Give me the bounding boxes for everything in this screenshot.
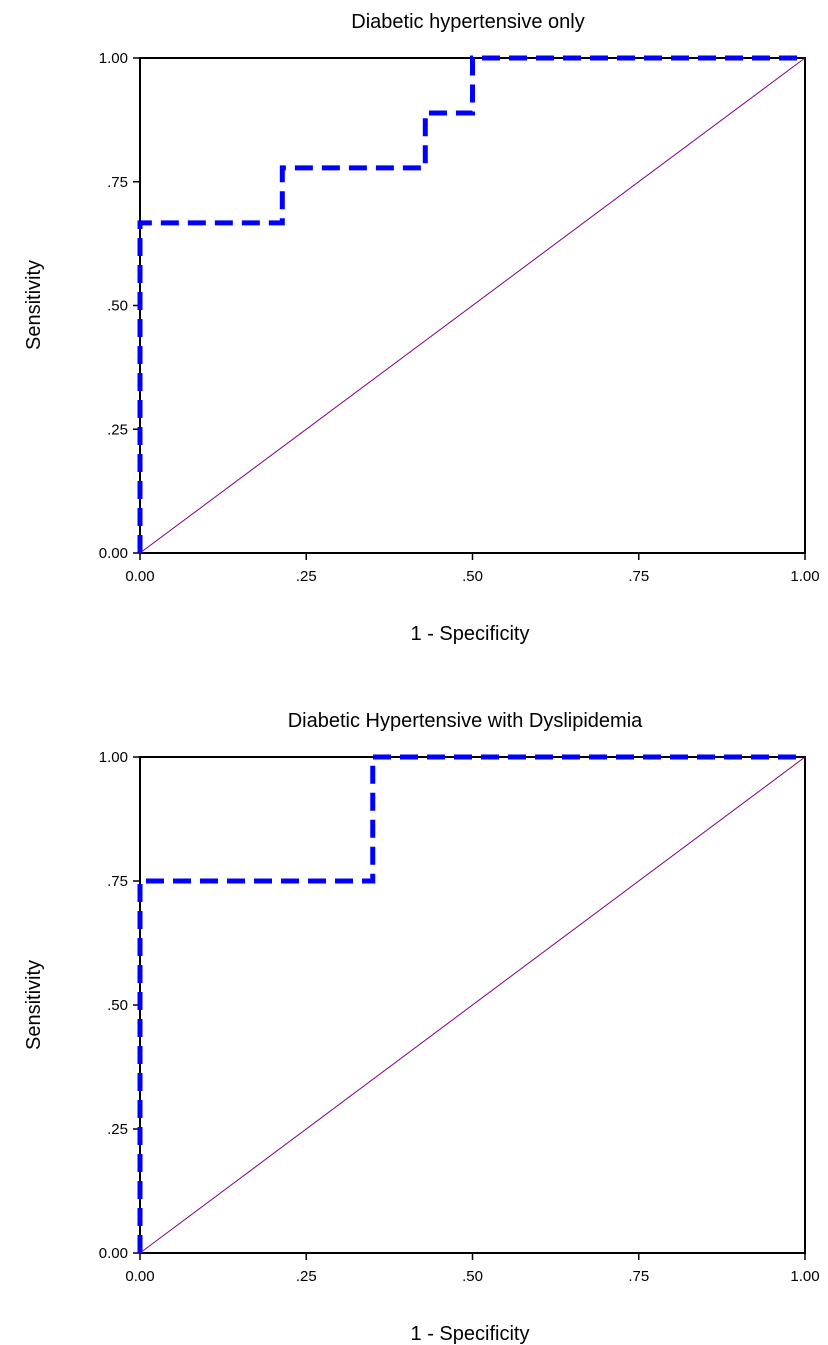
chart-2-roc-curve xyxy=(137,754,805,1253)
chart-1-x-tick-label: .50 xyxy=(462,568,483,585)
chart-2-x-tick-label: .25 xyxy=(296,1268,317,1285)
chart-1-y-tick-label: .75 xyxy=(107,174,128,191)
chart-1-y-tick-label: .25 xyxy=(107,421,128,438)
chart-1-x-tick-label: .25 xyxy=(296,568,317,585)
chart-1: Diabetic hypertensive only Sensitivity 1… xyxy=(23,11,820,645)
chart-1-xlabel: 1 - Specificity xyxy=(411,623,530,645)
chart-2-x-tick-label: 0.00 xyxy=(125,1268,154,1285)
chart-2-title: Diabetic Hypertensive with Dyslipidemia xyxy=(288,710,643,732)
chart-1-plot: 0.00 .25 .50 .75 1.00 0.00 .25 .50 .75 1.00 xyxy=(99,50,820,585)
chart-2-ylabel: Sensitivity xyxy=(23,960,45,1050)
chart-1-ylabel: Sensitivity xyxy=(23,260,45,350)
chart-1-x-tick-label: 0.00 xyxy=(125,568,154,585)
chart-1-reference-line xyxy=(139,57,806,554)
chart-2-y-tick-label: 1.00 xyxy=(99,749,128,766)
chart-2-y-tick-label: .50 xyxy=(107,997,128,1014)
chart-2-plot: 0.00 .25 .50 .75 1.00 0.00 .25 .50 .75 1.00 xyxy=(99,749,820,1285)
chart-2-x-tick-label: .50 xyxy=(462,1268,483,1285)
chart-2-xlabel: 1 - Specificity xyxy=(411,1323,530,1345)
chart-1-y-tick-label: 0.00 xyxy=(99,545,128,562)
chart-2: Diabetic Hypertensive with Dyslipidemia … xyxy=(23,710,820,1345)
chart-1-y-tick-label: 1.00 xyxy=(99,50,128,67)
chart-1-y-tick-label: .50 xyxy=(107,298,128,315)
chart-1-x-tick-label: .75 xyxy=(628,568,649,585)
chart-2-y-tick-label: .25 xyxy=(107,1121,128,1138)
chart-2-x-tick-label: 1.00 xyxy=(790,1268,819,1285)
chart-1-x-tick-label: 1.00 xyxy=(790,568,819,585)
chart-2-reference-line xyxy=(139,756,806,1254)
chart-2-y-tick-label: .75 xyxy=(107,873,128,890)
chart-2-y-tick-label: 0.00 xyxy=(99,1245,128,1262)
chart-1-title: Diabetic hypertensive only xyxy=(351,11,584,33)
chart-2-x-tick-label: .75 xyxy=(628,1268,649,1285)
